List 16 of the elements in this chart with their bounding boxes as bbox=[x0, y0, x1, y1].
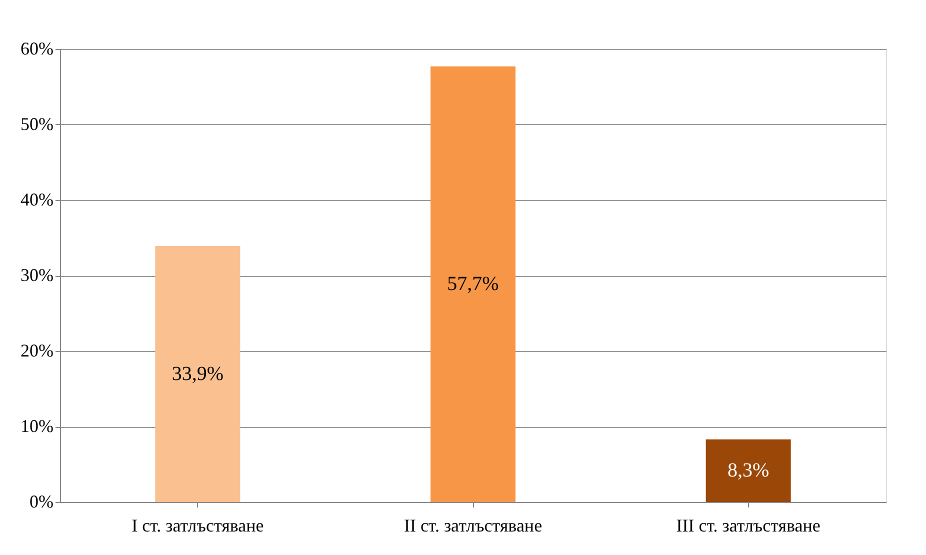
bar bbox=[155, 246, 240, 502]
y-tick-label: 10% bbox=[20, 416, 54, 436]
data-label: 33,9% bbox=[172, 363, 224, 386]
x-tick-label: I ст. затлъстяване bbox=[132, 516, 264, 536]
y-tick-label: 50% bbox=[20, 114, 54, 134]
y-tick-label: 0% bbox=[30, 492, 54, 512]
y-tick-label: 60% bbox=[20, 38, 54, 58]
y-tick-label: 20% bbox=[20, 340, 54, 360]
data-label: 57,7% bbox=[447, 273, 499, 296]
x-tick-label: III ст. затлъстяване bbox=[676, 516, 820, 536]
y-tick-label: 40% bbox=[20, 190, 54, 210]
y-tick-label: 30% bbox=[20, 265, 54, 285]
x-tick-label: II ст. затлъстяване bbox=[404, 516, 542, 536]
bar bbox=[706, 439, 791, 502]
bar bbox=[430, 66, 516, 502]
data-label: 8,3% bbox=[727, 460, 770, 482]
